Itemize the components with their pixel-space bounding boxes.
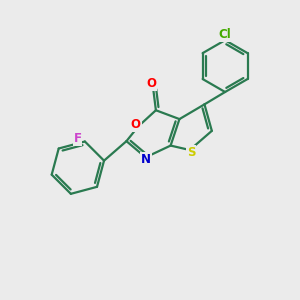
Text: Cl: Cl xyxy=(219,28,232,41)
Text: S: S xyxy=(187,146,196,159)
Text: O: O xyxy=(131,118,141,131)
Text: F: F xyxy=(74,132,82,145)
Text: O: O xyxy=(146,77,157,90)
Text: N: N xyxy=(141,153,151,166)
